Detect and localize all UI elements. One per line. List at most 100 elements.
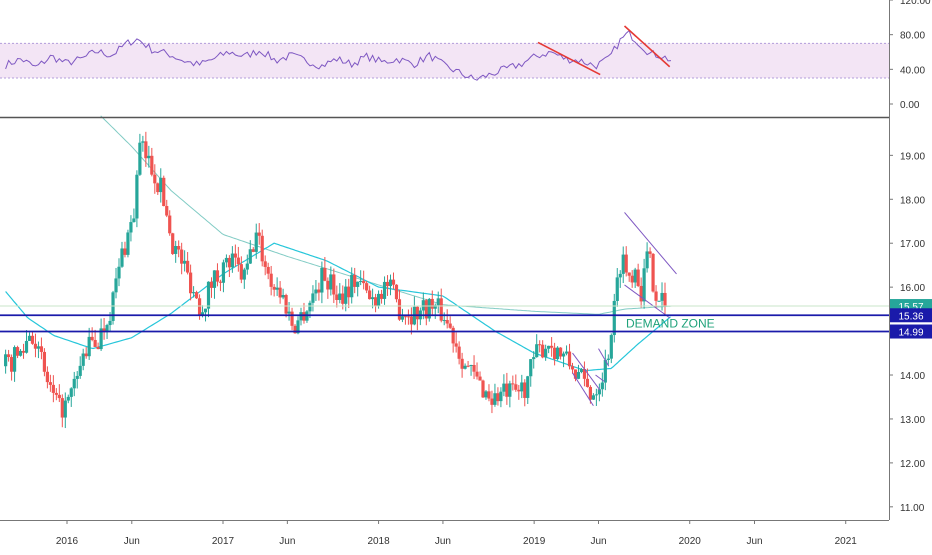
candle-body-51	[156, 183, 160, 193]
demand-zone-label: DEMAND ZONE	[626, 316, 715, 330]
candle-body-116	[350, 274, 354, 298]
candle-body-92	[278, 287, 282, 298]
candle-body-180	[541, 344, 545, 358]
candle-body-205	[615, 277, 619, 301]
candle-body-18	[57, 394, 61, 399]
candle-body-48	[147, 155, 151, 159]
candle-body-52	[159, 177, 163, 193]
candle-body-15	[48, 382, 52, 385]
candle-body-158	[475, 371, 479, 377]
candle-body-103	[311, 293, 315, 303]
candle-body-93	[281, 295, 285, 298]
candle-body-178	[535, 344, 539, 358]
candle-body-170	[511, 383, 515, 385]
candle-body-193	[579, 368, 584, 373]
rsi-axis-label-1: 80.00	[900, 31, 925, 42]
candle-body-176	[529, 359, 533, 377]
zone-lower-tag: 14.99	[898, 328, 923, 339]
candle-body-204	[612, 300, 616, 336]
candle-body-110	[332, 274, 336, 295]
candle-body-185	[555, 347, 560, 360]
candle-body-14	[45, 371, 49, 383]
candle-body-32	[99, 328, 103, 350]
rsi-trendline-2	[623, 25, 671, 68]
candle-body-138	[415, 306, 419, 320]
candle-body-54	[165, 206, 169, 216]
candle-body-125	[376, 293, 381, 306]
candle-body-98	[296, 320, 300, 334]
candle-body-191	[573, 369, 578, 379]
rsi-trendline-1	[537, 41, 601, 76]
candle-body-68	[206, 281, 211, 309]
candle-body-61	[186, 260, 190, 273]
candle-body-12	[39, 346, 44, 352]
candle-body-153	[460, 358, 464, 369]
time-axis-label-5: Jun	[435, 536, 451, 547]
price-pane	[0, 115, 889, 429]
candle-body-165	[496, 393, 500, 402]
candle-body-100	[302, 312, 306, 321]
candle-body-214	[642, 268, 646, 302]
candle-body-72	[218, 281, 223, 283]
candle-body-206	[618, 273, 622, 278]
candle-body-207	[621, 254, 625, 274]
candle-body-120	[362, 280, 366, 284]
candle-body-69	[209, 281, 214, 288]
candle-body-187	[561, 353, 566, 357]
candle-body-197	[591, 395, 595, 400]
channel-upper-2	[624, 212, 677, 275]
candle-body-7	[24, 340, 29, 353]
candle-body-17	[54, 392, 58, 395]
zone-upper-tag-bg	[890, 308, 932, 323]
candle-body-212	[636, 269, 640, 286]
candle-body-26	[81, 353, 85, 366]
candle-body-150	[451, 327, 455, 344]
moving-average-fast	[100, 115, 672, 315]
candle-body-76	[230, 253, 234, 268]
candle-body-146	[439, 298, 443, 321]
candle-body-221	[663, 292, 667, 307]
candle-body-122	[368, 290, 372, 300]
price-axis-label-1: 18.00	[900, 195, 925, 206]
candle-body-22	[69, 388, 73, 397]
candle-body-194	[582, 368, 587, 379]
candle-body-74	[224, 257, 229, 263]
candle-body-16	[51, 384, 55, 393]
candle-body-143	[430, 298, 434, 309]
candle-body-201	[603, 359, 607, 383]
candle-body-71	[215, 270, 220, 282]
candle-body-215	[645, 251, 649, 269]
candle-body-67	[203, 308, 208, 313]
candle-body-154	[463, 365, 467, 369]
candle-body-127	[382, 281, 387, 299]
candle-body-75	[227, 257, 231, 268]
channel-lower-3	[595, 374, 605, 383]
candle-body-129	[388, 279, 393, 287]
candle-body-196	[588, 386, 593, 400]
candle-body-24	[75, 375, 79, 379]
candle-body-106	[320, 267, 324, 293]
candle-body-179	[538, 344, 542, 346]
candle-body-172	[517, 389, 521, 392]
candle-body-11	[36, 346, 41, 349]
candle-body-53	[162, 177, 166, 207]
candle-body-140	[421, 300, 425, 311]
candle-body-162	[487, 391, 491, 399]
candle-body-23	[72, 378, 76, 389]
candle-body-63	[191, 292, 196, 294]
candle-body-117	[353, 274, 357, 287]
candle-body-174	[523, 382, 527, 398]
candle-body-186	[558, 347, 563, 357]
candle-body-156	[469, 364, 473, 366]
candle-body-94	[284, 295, 288, 314]
candle-body-81	[245, 263, 249, 270]
candle-body-213	[639, 285, 643, 302]
candle-body-166	[499, 391, 503, 402]
candle-body-66	[200, 312, 205, 316]
candle-body-25	[78, 365, 82, 376]
candle-body-161	[484, 391, 488, 398]
candle-body-160	[481, 380, 485, 398]
candle-body-147	[442, 320, 446, 322]
price-axis-label-0: 19.00	[900, 151, 925, 162]
